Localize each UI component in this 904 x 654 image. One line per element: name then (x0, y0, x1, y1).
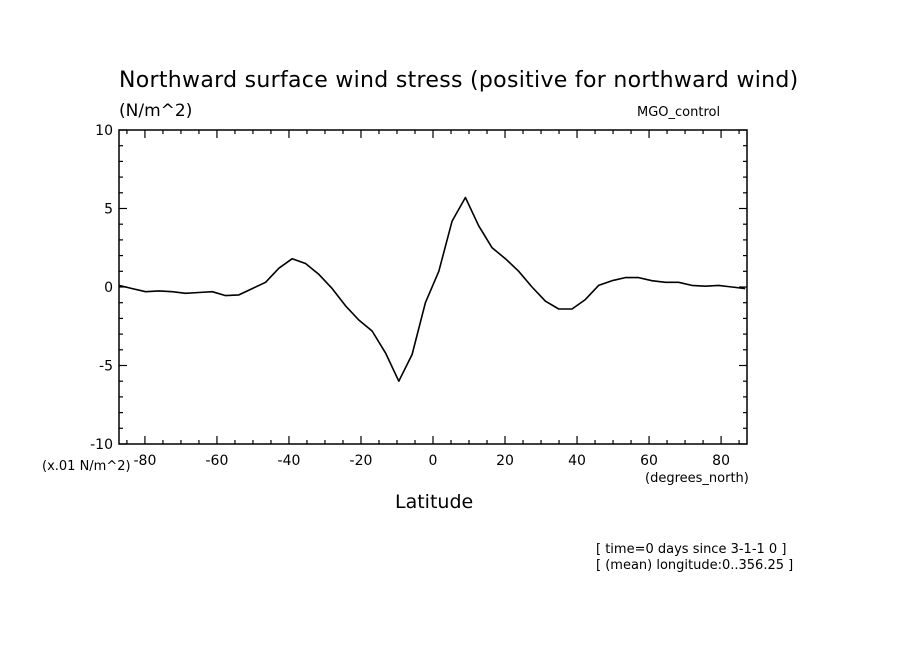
major-ticks (119, 129, 747, 445)
x-tick-label: 20 (496, 453, 514, 469)
x-tick-label: 60 (640, 453, 658, 469)
x-tick-label: -80 (133, 453, 156, 469)
y-tick-label: -5 (99, 359, 113, 375)
chart-title: Northward surface wind stress (positive … (119, 68, 799, 93)
y-tick-label: 10 (95, 123, 113, 139)
series-line (118, 196, 746, 382)
x-tick-label: -20 (350, 453, 373, 469)
longitude-info: [ (mean) longitude:0..356.25 ] (596, 558, 794, 573)
units-label: (N/m^2) (119, 101, 193, 121)
x-tick-label: 0 (429, 453, 438, 469)
time-info: [ time=0 days since 3-1-1 0 ] (596, 542, 787, 557)
y-tick-labels: -10 -5 0 5 10 (90, 123, 113, 453)
x-tick-label: 80 (712, 453, 730, 469)
x-axis-label: Latitude (395, 491, 474, 513)
run-name-label: MGO_control (637, 105, 721, 120)
y-tick-label: -10 (90, 437, 113, 453)
minor-ticks (119, 130, 747, 444)
x-tick-label: -60 (206, 453, 229, 469)
x-tick-labels: -80 -60 -40 -20 0 20 40 60 80 (133, 453, 729, 469)
x-tick-label: 40 (568, 453, 586, 469)
x-units-label: (degrees_north) (645, 471, 749, 486)
plot-frame (118, 129, 748, 445)
y-scale-note: (x.01 N/m^2) (42, 459, 131, 474)
x-tick-label: -40 (278, 453, 301, 469)
y-tick-label: 5 (104, 202, 113, 218)
y-tick-label: 0 (104, 280, 113, 296)
